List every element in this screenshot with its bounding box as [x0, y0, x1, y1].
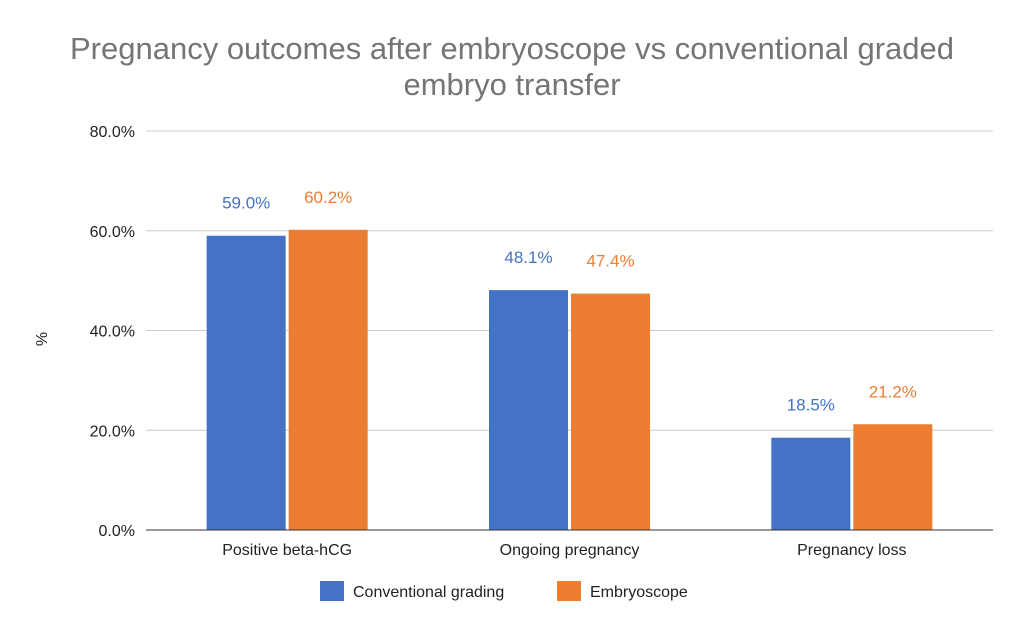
chart-title-line-2: embryo transfer: [403, 67, 620, 102]
data-label: 18.5%: [787, 396, 835, 415]
bar: [571, 293, 650, 530]
bars: [206, 229, 933, 531]
data-label: 59.0%: [222, 194, 270, 213]
y-tick-label: 0.0%: [99, 523, 135, 540]
bar: [288, 229, 368, 530]
bar: [489, 290, 568, 530]
legend-label: Conventional grading: [353, 584, 504, 601]
y-tick-label: 20.0%: [90, 423, 135, 440]
bar: [771, 437, 851, 530]
chart-title-line-1: Pregnancy outcomes after embryoscope vs …: [70, 31, 954, 66]
data-label: 21.2%: [869, 382, 917, 401]
chart-title: Pregnancy outcomes after embryoscope vs …: [70, 31, 954, 102]
data-labels: 59.0% 60.2% 48.1% 47.4% 18.5% 21.2%: [222, 188, 917, 415]
legend: Conventional grading Embryoscope: [320, 581, 688, 601]
x-tick-label: Positive beta-hCG: [222, 542, 352, 559]
data-label: 47.4%: [586, 252, 634, 271]
bar: [853, 424, 933, 530]
x-tick-label: Pregnancy loss: [797, 542, 906, 559]
legend-label: Embryoscope: [590, 584, 688, 601]
data-label: 60.2%: [304, 188, 352, 207]
data-label: 48.1%: [504, 248, 552, 267]
bar: [206, 235, 286, 531]
y-tick-label: 40.0%: [90, 324, 135, 341]
gridlines: [146, 130, 993, 431]
y-tick-label: 60.0%: [90, 224, 135, 241]
y-axis-ticks: 0.0% 20.0% 40.0% 60.0% 80.0%: [90, 124, 135, 540]
y-tick-label: 80.0%: [90, 124, 135, 141]
legend-swatch: [320, 581, 344, 601]
y-axis-title: %: [34, 332, 51, 346]
legend-swatch: [557, 581, 581, 601]
x-tick-label: Ongoing pregnancy: [500, 542, 640, 559]
x-axis: Positive beta-hCG Ongoing pregnancy Pregna…: [146, 529, 993, 559]
